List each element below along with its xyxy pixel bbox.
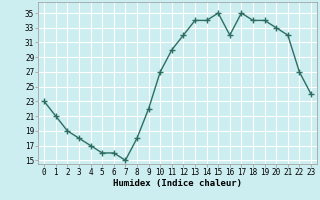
X-axis label: Humidex (Indice chaleur): Humidex (Indice chaleur): [113, 179, 242, 188]
